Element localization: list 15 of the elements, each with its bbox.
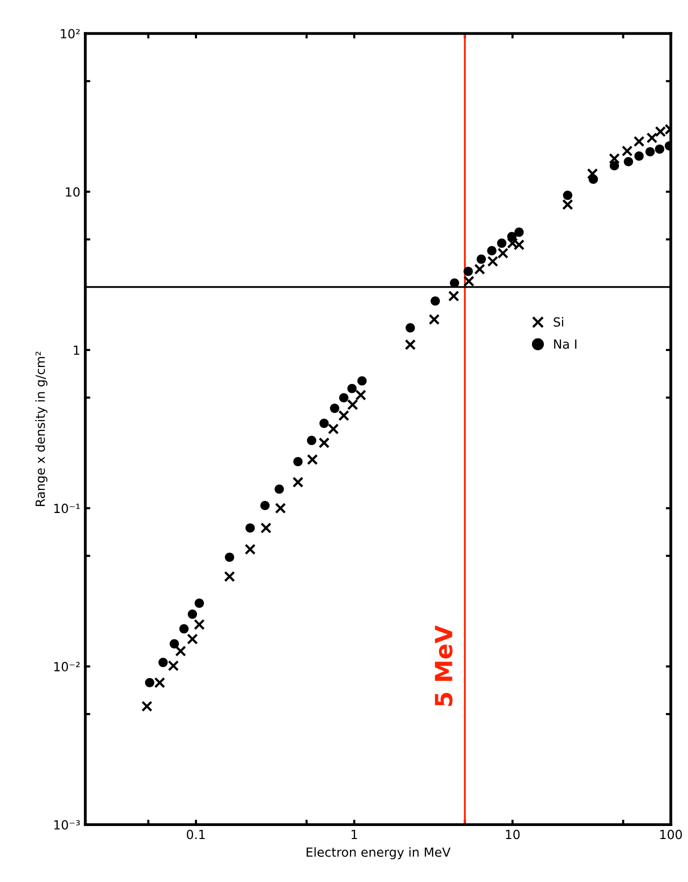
legend-label: Na I bbox=[554, 340, 576, 349]
y-tick-label: 10² bbox=[60, 28, 80, 38]
x-tick-label: 1 bbox=[352, 830, 358, 840]
y-tick-label: 1 bbox=[74, 346, 80, 355]
y-tick-label: 10⁻² bbox=[54, 662, 80, 672]
y-tick-label: 10 bbox=[66, 187, 80, 197]
y-tick-label: 10⁻¹ bbox=[54, 504, 80, 514]
y-tick-label: 10⁻³ bbox=[54, 820, 80, 830]
x-tick-label: 100 bbox=[660, 830, 682, 840]
legend-label: Si bbox=[554, 317, 564, 327]
x-tick-label: 10 bbox=[506, 830, 520, 840]
ref-line-label: 5 MeV bbox=[434, 625, 453, 706]
x-axis-title: Electron energy in MeV bbox=[306, 847, 451, 860]
y-axis-title: Range x density in g/cm² bbox=[35, 352, 48, 506]
x-tick-label: 0.1 bbox=[186, 830, 205, 840]
